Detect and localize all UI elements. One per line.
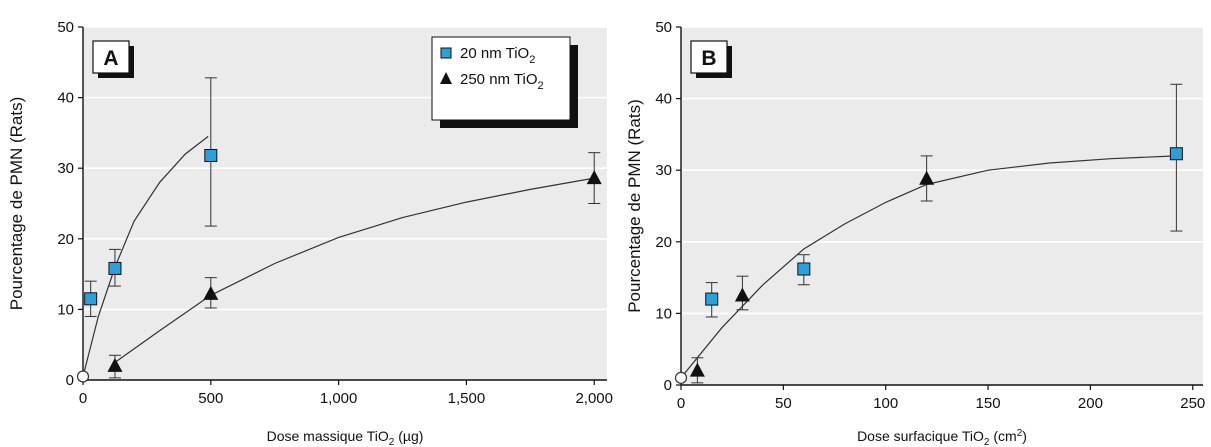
y-tick-label: 0 — [664, 377, 672, 394]
x-tick-label: 100 — [873, 395, 898, 412]
triangle-marker — [689, 362, 705, 377]
y-tick-label: 10 — [57, 301, 74, 318]
triangle-marker — [586, 170, 602, 185]
triangle-marker — [203, 285, 219, 300]
panel-b-chart: 0 10 20 30 40 50 0 50 100 150 200 250 Pourcentage de… — [625, 19, 1205, 447]
y-tick-label: 30 — [655, 162, 672, 179]
y-tick-label: 50 — [57, 19, 74, 36]
panel-label: B — [701, 47, 716, 70]
y-axis-title: Pourcentage de PMN (Rats) — [7, 97, 26, 311]
panel-label: A — [103, 47, 118, 70]
y-tick-label: 0 — [66, 372, 74, 389]
legend-triangle-marker — [440, 72, 452, 84]
plot-area — [681, 27, 1203, 385]
y-tick-label: 40 — [655, 91, 672, 108]
square-marker — [797, 262, 811, 276]
square-marker — [84, 292, 98, 306]
x-tick-label: 50 — [775, 395, 792, 412]
legend-label: 250 nm TiO2 — [460, 71, 544, 92]
x-tick-label: 2,000 — [575, 390, 613, 407]
y-tick-label: 20 — [655, 234, 672, 251]
y-tick-label: 50 — [655, 19, 672, 36]
x-tick-label: 500 — [198, 390, 223, 407]
square-marker — [705, 292, 719, 306]
triangle-marker — [107, 357, 123, 372]
triangle-marker — [919, 170, 935, 185]
x-tick-label: 0 — [677, 395, 685, 412]
panel-label-box — [690, 40, 728, 74]
panel-label-box — [92, 40, 130, 74]
y-axis-title: Pourcentage de PMN (Rats) — [625, 99, 644, 313]
x-axis-title-end: ) — [1022, 428, 1027, 444]
legend-label-main: 250 nm TiO — [460, 71, 538, 88]
fit-curve — [114, 177, 595, 363]
legend-label: 20 nm TiO2 — [460, 45, 535, 66]
triangle-marker — [734, 287, 750, 302]
y-tick-label: 30 — [57, 160, 74, 177]
x-axis-title-unit: (µg) — [394, 428, 423, 444]
x-tick-label: 150 — [976, 395, 1001, 412]
x-tick-label: 0 — [79, 390, 87, 407]
x-axis-title-main: Dose surfacique TiO — [857, 428, 984, 444]
legend-label-main: 20 nm TiO — [460, 45, 529, 62]
x-tick-label: 200 — [1078, 395, 1103, 412]
origin-point — [76, 370, 90, 383]
fit-curve — [82, 135, 209, 377]
x-axis-title: Dose surfacique TiO2 (cm2) — [857, 428, 1027, 447]
legend-label-subscript: 2 — [529, 54, 535, 66]
origin-point — [674, 371, 688, 384]
legend-square-marker — [440, 47, 452, 59]
legend-box — [431, 36, 571, 121]
y-tick-label: 20 — [57, 231, 74, 248]
x-tick-label: 1,500 — [448, 390, 486, 407]
x-axis-title-subscript: 2 — [984, 437, 990, 447]
square-marker — [1169, 147, 1183, 161]
x-axis-title-superscript: 2 — [1017, 428, 1023, 439]
legend-label-subscript: 2 — [538, 80, 544, 92]
y-tick-label: 10 — [655, 305, 672, 322]
x-tick-label: 250 — [1180, 395, 1205, 412]
square-marker — [204, 148, 218, 162]
y-tick-label: 40 — [57, 90, 74, 107]
x-tick-label: 1,000 — [320, 390, 358, 407]
square-marker — [108, 261, 122, 275]
x-axis-title: Dose massique TiO2 (µg) — [267, 428, 424, 447]
x-axis-title-unit: (cm — [989, 428, 1016, 444]
x-axis-title-subscript: 2 — [389, 437, 395, 447]
fit-curve — [680, 155, 1177, 379]
x-axis-title-main: Dose massique TiO — [267, 428, 389, 444]
